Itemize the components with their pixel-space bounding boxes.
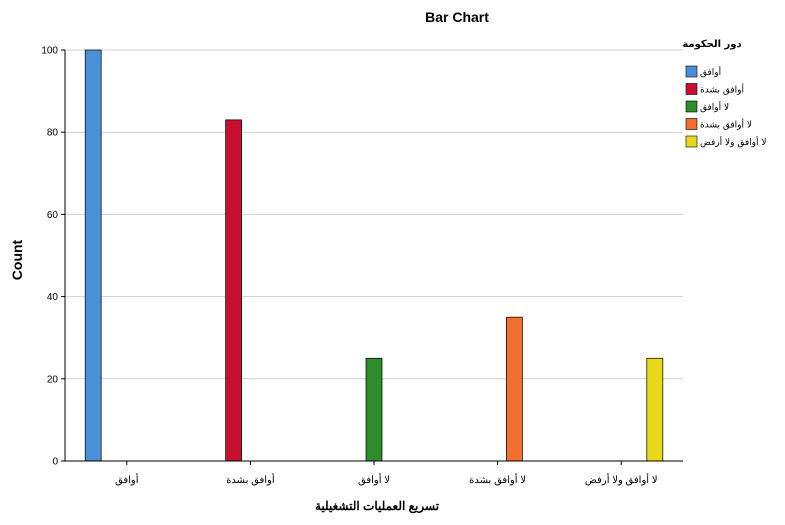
legend-swatch-1 [685, 65, 698, 78]
bars [84, 49, 664, 462]
y-axis-title: Count [9, 239, 25, 280]
y-tick-label-40: 40 [47, 292, 59, 303]
legend-swatch-4 [685, 118, 698, 130]
bar-series2-cat2 [225, 119, 242, 462]
legend-swatch-3 [685, 100, 698, 113]
x-tick-label-4: لا أوافق بشدة [469, 473, 526, 486]
bar-series5-cat5 [646, 357, 664, 462]
y-tick-label-60: 60 [47, 210, 59, 221]
bar-series4-cat4 [506, 316, 523, 462]
chart-title: Bar Chart [425, 9, 489, 25]
x-axis-title: تسريع العمليات التشغيلية [315, 499, 440, 514]
legend-swatch-5 [685, 135, 698, 148]
legend-label-4: لا أوافق بشدة [700, 119, 752, 131]
legend: دور الحكومة أوافق أوافق بشدة لا أوافق لا أو… [682, 39, 766, 148]
x-tick-label-2: أوافق بشدة [226, 473, 275, 486]
legend-title: دور الحكومة [682, 39, 741, 50]
bar-series1-cat1 [84, 49, 102, 462]
x-tick-label-5: لا أوافق ولا أرفض [585, 473, 658, 486]
y-tick-label-0: 0 [52, 457, 58, 468]
x-tick-label-1: أوافق [115, 473, 139, 486]
bar-series3-cat3 [365, 357, 383, 462]
legend-label-1: أوافق [700, 66, 721, 78]
legend-swatch-2 [685, 83, 698, 95]
legend-label-2: أوافق بشدة [700, 84, 744, 96]
x-tick-label-3: لا أوافق [358, 473, 390, 486]
x-tick-labels: أوافق أوافق بشدة لا أوافق لا أوافق بشدة لا أ… [115, 461, 658, 486]
y-tick-labels: 0 20 40 60 80 100 [41, 46, 65, 468]
y-tick-label-20: 20 [47, 374, 59, 385]
y-tick-label-80: 80 [47, 128, 59, 139]
gridlines [65, 49, 683, 380]
legend-label-3: لا أوافق [700, 101, 729, 113]
y-tick-label-100: 100 [41, 46, 58, 57]
legend-label-5: لا أوافق ولا أرفض [700, 136, 767, 148]
